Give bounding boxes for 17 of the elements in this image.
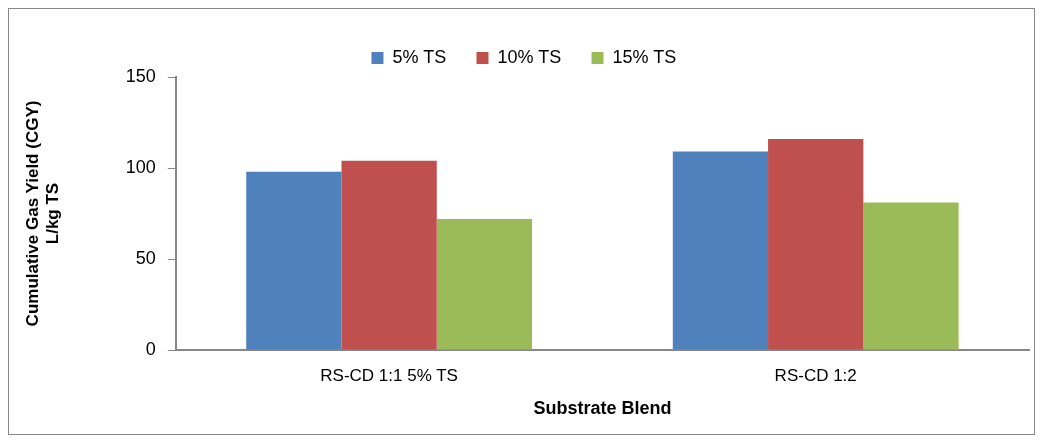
x-axis-title: Substrate Blend bbox=[533, 398, 672, 419]
y-tick-label: 50 bbox=[135, 247, 156, 268]
legend-label: 15% TS bbox=[612, 46, 677, 67]
bar bbox=[672, 151, 769, 350]
bar bbox=[341, 160, 437, 350]
legend-label: 5% TS bbox=[392, 46, 447, 67]
bar bbox=[436, 218, 533, 350]
x-tick-label: RS-CD 1:1 5% TS bbox=[320, 365, 458, 385]
bar bbox=[246, 171, 342, 350]
x-tick-label: RS-CD 1:2 bbox=[774, 365, 857, 385]
bar bbox=[863, 202, 959, 350]
y-tick-label: 100 bbox=[125, 156, 156, 177]
y-tick-label: 150 bbox=[125, 65, 156, 86]
y-tick-label: 0 bbox=[145, 338, 156, 359]
y-axis-title: Cumulative Gas Yield (CGY) L/kg TS bbox=[22, 100, 63, 327]
legend-label: 10% TS bbox=[497, 46, 562, 67]
bar bbox=[768, 138, 864, 350]
